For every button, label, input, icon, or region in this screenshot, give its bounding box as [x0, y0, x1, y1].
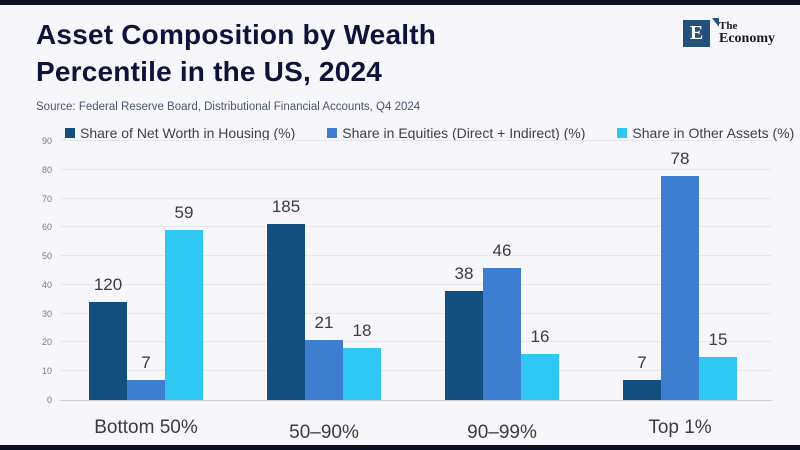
bar-value-label: 18	[352, 321, 372, 341]
y-tick-label: 50	[41, 251, 52, 262]
x-category-label: Bottom 50%	[94, 417, 198, 438]
y-tick-label: 0	[46, 395, 52, 405]
y-tick-label: 70	[41, 193, 52, 204]
legend-swatch-icon	[65, 128, 75, 138]
bar-50-90--s1	[305, 339, 343, 400]
logo-wordmark-line2: Economy	[719, 30, 775, 46]
gridline	[60, 197, 772, 199]
x-category-label: Top 1%	[648, 417, 712, 438]
gridline	[60, 283, 772, 285]
bar-value-label: 7	[141, 352, 151, 372]
bar-value-label: 21	[314, 312, 334, 332]
logo-wordmark: The Economy	[719, 19, 775, 46]
gridline	[60, 341, 772, 343]
y-axis-tick-labels: 0 10 20 30 40 50 60 70 80 90	[18, 136, 52, 405]
legend-label: Share of Net Worth in Housing (%)	[80, 125, 296, 141]
logo-monogram-square: E	[683, 18, 719, 47]
top-edge-bar	[0, 0, 800, 5]
bar-90-99--s0	[445, 290, 483, 400]
bar-top-1--s2	[699, 356, 737, 400]
legend-item-2: Share in Other Assets (%)	[617, 125, 794, 141]
bar-90-99--s1	[483, 267, 521, 400]
bar-value-label: 38	[454, 263, 474, 283]
plot-area: 120 7 59 185 21 18 38 46 16 7 78 15	[60, 140, 772, 401]
bar-bottom-50--s1	[127, 379, 165, 400]
bar-top-1--s0	[623, 379, 661, 400]
y-tick-label: 60	[41, 222, 52, 233]
bar-value-label: 15	[708, 329, 728, 349]
legend-label: Share in Equities (Direct + Indirect) (%…	[342, 125, 586, 141]
bar-value-label: 59	[174, 203, 194, 223]
legend: Share of Net Worth in Housing (%) Share i…	[65, 125, 794, 141]
legend-swatch-icon	[617, 128, 628, 138]
bar-bottom-50--s0	[89, 302, 127, 400]
bar-value-label: 46	[492, 240, 512, 260]
bar-50-90--s2	[343, 348, 381, 400]
y-tick-label: 80	[41, 164, 52, 175]
gridline	[60, 168, 772, 170]
y-tick-label: 30	[41, 308, 52, 319]
logo-notch-icon	[712, 18, 719, 27]
bar-value-label: 16	[530, 326, 550, 346]
y-tick-label: 40	[41, 279, 52, 290]
x-category-label: 50–90%	[289, 422, 359, 443]
bar-value-label: 185	[271, 197, 301, 217]
bar-90-99--s2	[521, 353, 559, 400]
gridline	[60, 312, 772, 314]
gridline	[60, 140, 772, 141]
chart-title-line2: Percentile in the US, 2024	[36, 56, 383, 87]
chart-title: Asset Composition by Wealth Percentile i…	[36, 16, 596, 90]
bottom-edge-bar	[0, 445, 800, 450]
gridline	[60, 370, 772, 372]
gridline	[60, 226, 772, 228]
y-tick-label: 20	[41, 337, 52, 348]
logo-monogram: E	[689, 22, 704, 44]
legend-swatch-icon	[327, 128, 338, 138]
bar-value-label: 78	[670, 148, 690, 168]
x-category-label: 90–99%	[467, 422, 537, 443]
bar-50-90--s0	[267, 224, 305, 400]
bar-value-label: 7	[637, 352, 647, 372]
bar-value-label: 120	[93, 275, 123, 295]
bar-top-1--s1	[661, 175, 699, 400]
legend-item-1: Share in Equities (Direct + Indirect) (%…	[327, 125, 585, 141]
bar-bottom-50--s2	[165, 230, 203, 400]
chart-title-line1: Asset Composition by Wealth	[36, 19, 437, 50]
source-note: Source: Federal Reserve Board, Distribut…	[36, 101, 421, 113]
y-tick-label: 90	[41, 136, 52, 146]
brand-logo: E The Economy	[683, 18, 775, 47]
gridline	[60, 255, 772, 257]
y-tick-label: 10	[41, 366, 52, 377]
legend-item-0: Share of Net Worth in Housing (%)	[65, 125, 295, 141]
legend-label: Share in Other Assets (%)	[632, 125, 795, 141]
x-axis-category-labels: Bottom 50% 50–90% 90–99% Top 1%	[60, 400, 772, 445]
logo-wordmark-line1: The	[719, 19, 738, 32]
